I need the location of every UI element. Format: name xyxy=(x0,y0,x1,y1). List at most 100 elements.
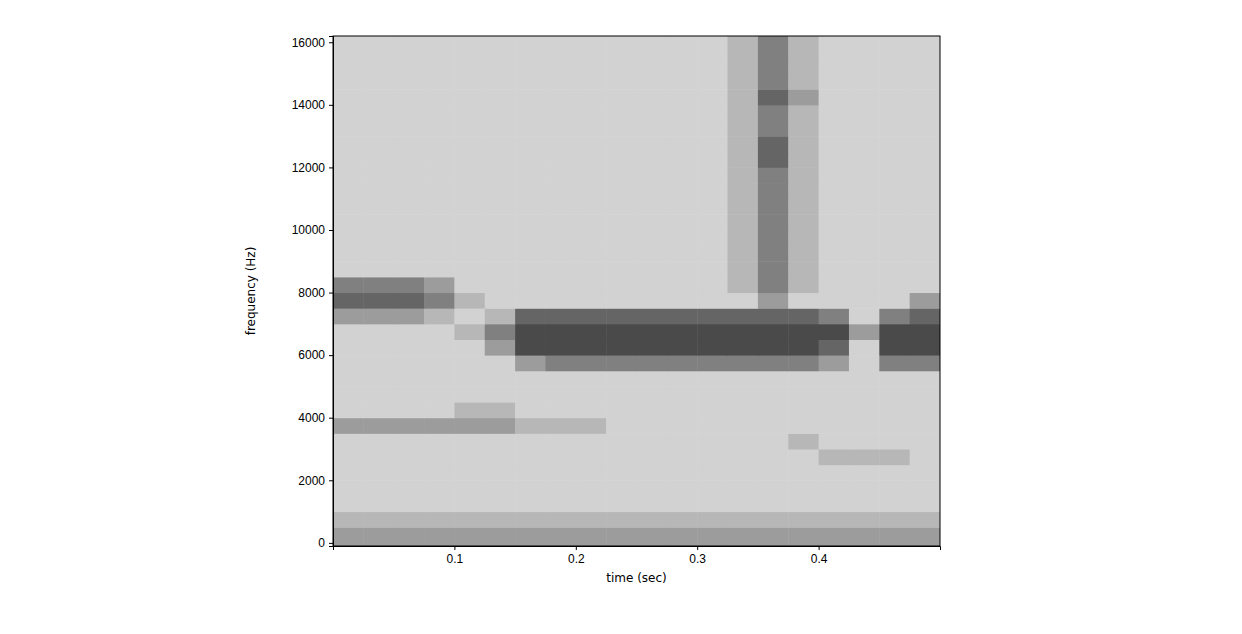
cell xyxy=(788,527,819,546)
cell xyxy=(485,527,516,546)
cell xyxy=(788,339,819,355)
cell xyxy=(667,36,698,58)
cell xyxy=(849,152,880,168)
cell xyxy=(728,449,759,465)
cell xyxy=(333,36,364,58)
cell xyxy=(849,230,880,246)
cell xyxy=(879,74,910,90)
cell xyxy=(788,402,819,418)
cell xyxy=(728,402,759,418)
cell xyxy=(879,480,910,496)
cell xyxy=(758,433,789,449)
cell xyxy=(758,105,789,121)
cell xyxy=(424,199,455,215)
cell xyxy=(637,339,668,355)
cell xyxy=(363,324,394,340)
cell xyxy=(454,120,485,136)
cell xyxy=(363,277,394,293)
cell xyxy=(454,324,485,340)
cell xyxy=(576,230,607,246)
cell xyxy=(515,152,546,168)
cell xyxy=(454,480,485,496)
cell xyxy=(697,277,728,293)
cell xyxy=(910,293,940,309)
cell xyxy=(788,371,819,387)
cell xyxy=(515,402,546,418)
cell xyxy=(667,199,698,215)
cell xyxy=(333,58,364,74)
cell xyxy=(728,480,759,496)
cell xyxy=(454,152,485,168)
cell xyxy=(545,199,576,215)
cell xyxy=(545,58,576,74)
cell xyxy=(363,402,394,418)
cell xyxy=(515,512,546,528)
cell xyxy=(515,167,546,183)
cell xyxy=(849,386,880,402)
cell xyxy=(758,418,789,434)
cell xyxy=(667,167,698,183)
cell xyxy=(910,246,940,262)
cell xyxy=(606,324,637,340)
cell xyxy=(819,449,850,465)
cell xyxy=(819,246,850,262)
cell xyxy=(728,89,759,105)
cell xyxy=(606,418,637,434)
cell xyxy=(667,449,698,465)
cell xyxy=(697,58,728,74)
cell xyxy=(394,324,425,340)
cell xyxy=(728,496,759,512)
cell xyxy=(606,527,637,546)
cell xyxy=(697,152,728,168)
cell xyxy=(454,261,485,277)
cell xyxy=(424,339,455,355)
cell xyxy=(333,402,364,418)
cell xyxy=(819,277,850,293)
cell xyxy=(849,449,880,465)
cell xyxy=(606,465,637,481)
cell xyxy=(424,308,455,324)
cell xyxy=(637,433,668,449)
cell xyxy=(576,167,607,183)
cell xyxy=(667,261,698,277)
cell xyxy=(333,230,364,246)
cell xyxy=(454,371,485,387)
cell xyxy=(485,418,516,434)
cell xyxy=(667,496,698,512)
cell xyxy=(545,36,576,58)
cell xyxy=(606,167,637,183)
cell xyxy=(819,120,850,136)
cell xyxy=(333,308,364,324)
cell xyxy=(697,324,728,340)
cell xyxy=(333,371,364,387)
cell xyxy=(333,465,364,481)
cell xyxy=(879,136,910,152)
cell xyxy=(576,89,607,105)
cell xyxy=(515,36,546,58)
cell xyxy=(606,214,637,230)
y-tick-mark xyxy=(329,230,333,231)
cell xyxy=(545,183,576,199)
cell xyxy=(879,355,910,371)
cell xyxy=(697,261,728,277)
cell xyxy=(879,527,910,546)
cell xyxy=(576,74,607,90)
cell xyxy=(819,527,850,546)
cell xyxy=(515,183,546,199)
cell xyxy=(849,371,880,387)
cell xyxy=(910,527,940,546)
cell xyxy=(545,246,576,262)
cell xyxy=(758,527,789,546)
cell xyxy=(788,512,819,528)
cell xyxy=(910,58,940,74)
cell xyxy=(363,167,394,183)
cell xyxy=(819,496,850,512)
cell xyxy=(485,433,516,449)
cell xyxy=(363,105,394,121)
cell xyxy=(363,480,394,496)
cell xyxy=(667,293,698,309)
cell xyxy=(394,230,425,246)
cell xyxy=(879,465,910,481)
y-tick-mark xyxy=(329,105,333,106)
cell xyxy=(333,433,364,449)
